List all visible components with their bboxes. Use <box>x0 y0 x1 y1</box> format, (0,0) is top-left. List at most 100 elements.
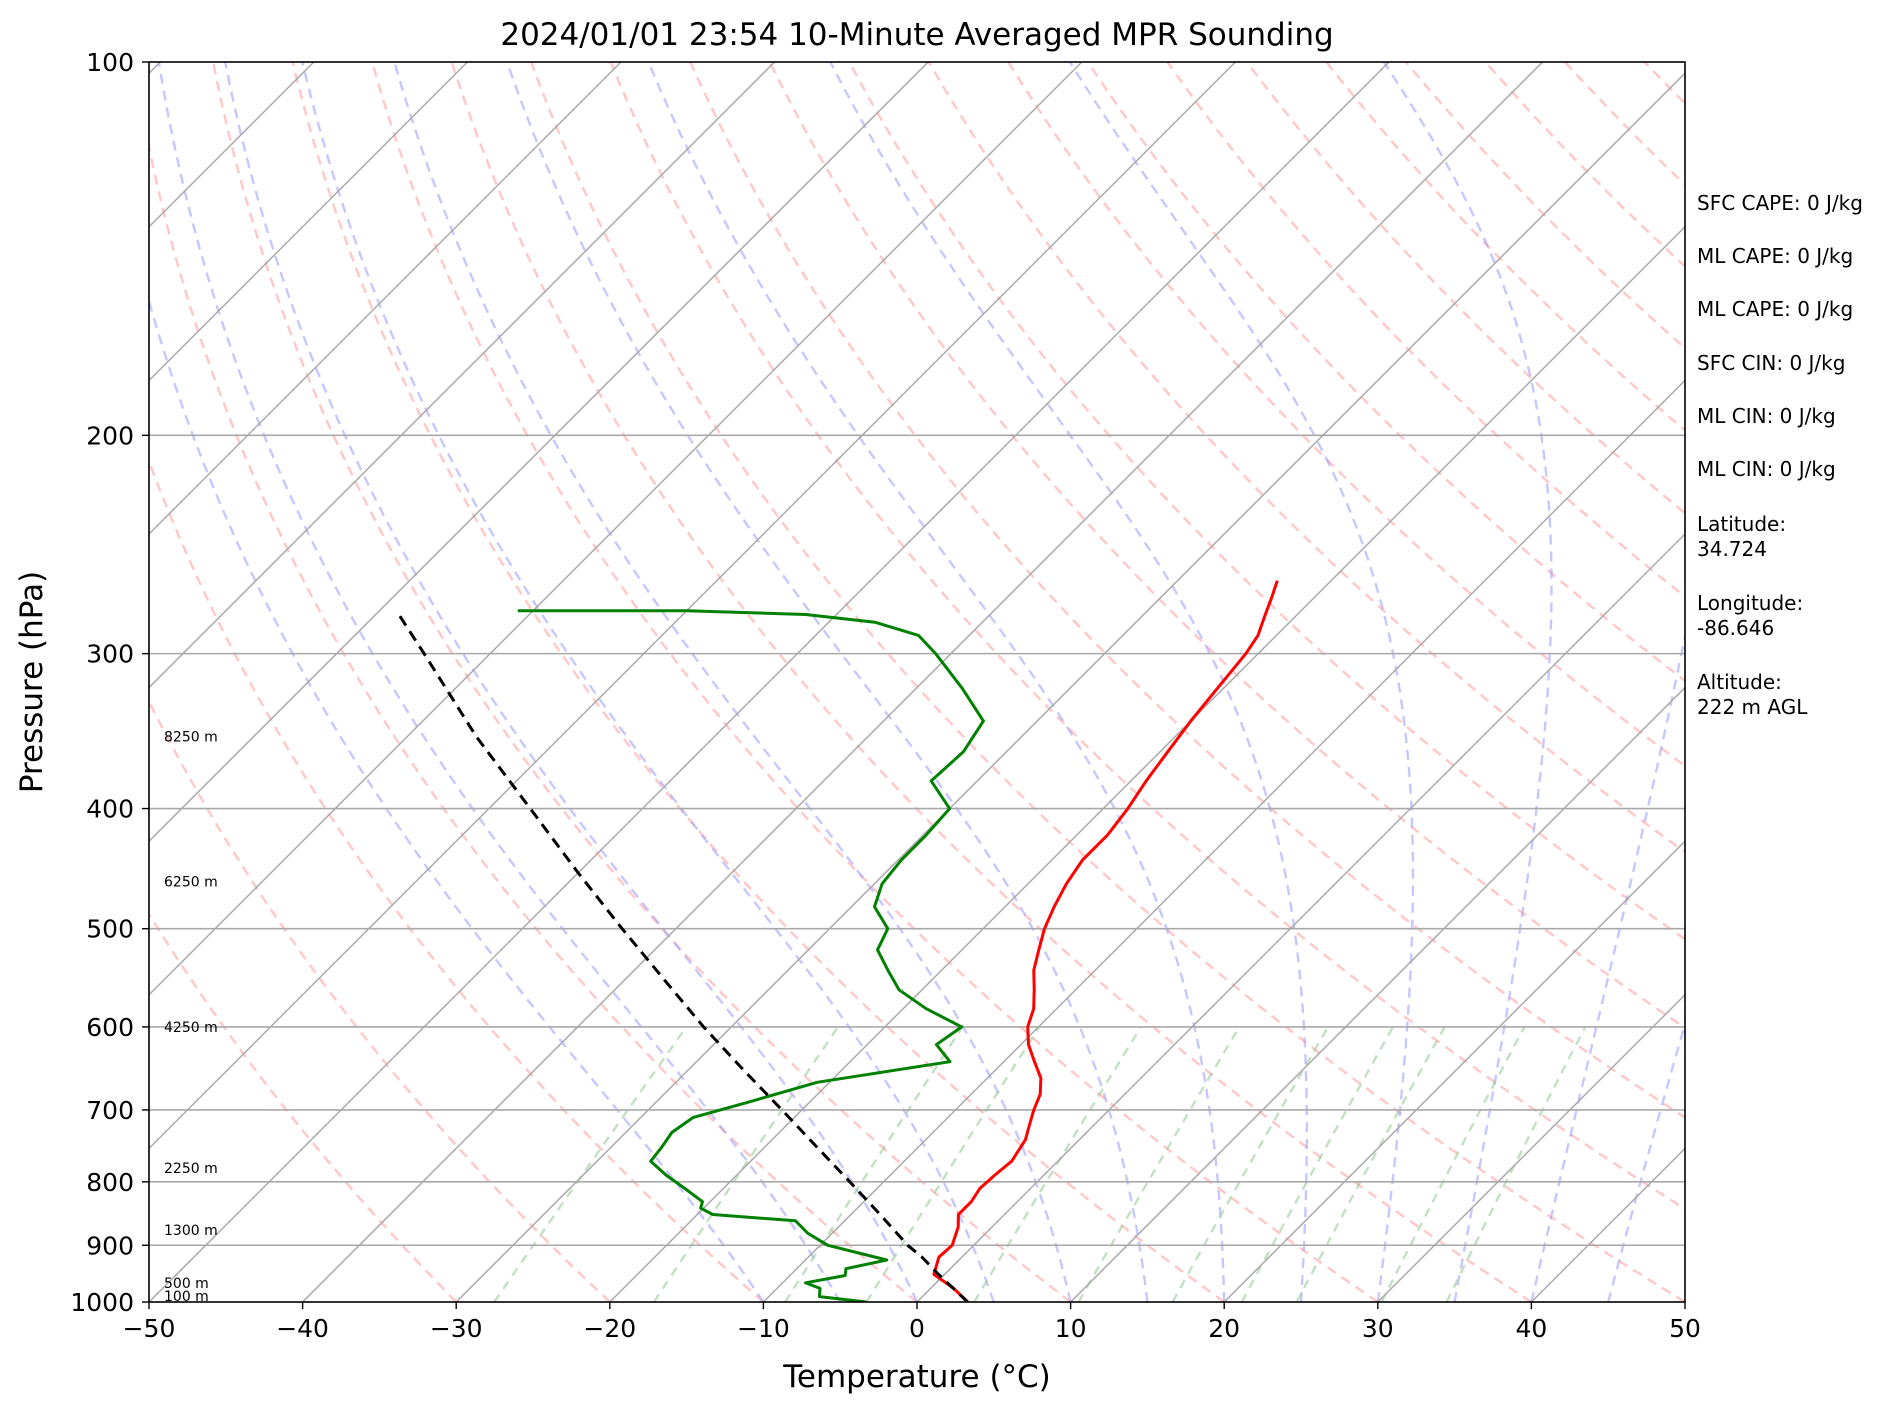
isotherm-line <box>149 62 468 382</box>
moist-adiabat-line <box>301 62 995 1302</box>
dry-adiabat-line <box>149 458 765 1302</box>
y-tick-label: 600 <box>86 1013 134 1042</box>
x-tick-label: −40 <box>276 1314 329 1343</box>
x-axis-ticks: −50 −40 −30 −20 −10 0 10 20 30 40 50 <box>123 1302 1701 1343</box>
y-axis-ticks: 100 200 300 400 500 600 700 800 900 1000 <box>70 48 149 1317</box>
dewpoint-line <box>517 609 985 1302</box>
moist-adiabat-line <box>393 62 1072 1302</box>
x-tick-label: −20 <box>583 1314 636 1343</box>
data-series <box>395 580 1279 1302</box>
dry-adiabat-line <box>450 62 1533 1302</box>
x-tick-label: 30 <box>1362 1314 1394 1343</box>
dry-adiabat-line <box>1325 62 1685 432</box>
dry-adiabat-line <box>530 62 1685 1302</box>
mixing-ratio-line <box>784 1026 964 1302</box>
y-axis-title: Pressure (hPa) <box>14 571 50 793</box>
dry-adiabat-line <box>149 911 458 1302</box>
stats-panel: SFC CAPE: 0 J/kg ML CAPE: 0 J/kg ML CAPE… <box>1697 191 1863 719</box>
dry-adiabat-line <box>689 62 1685 1119</box>
pressure-gridlines <box>149 434 1685 1247</box>
mixing-ratio-line <box>1295 1026 1446 1302</box>
isotherm-line <box>302 62 1544 1302</box>
dry-adiabat-line <box>291 62 1225 1302</box>
isotherm-line <box>1223 840 1685 1302</box>
height-label: 500 m <box>164 1276 209 1292</box>
longitude-label: Longitude: <box>1697 591 1803 615</box>
temperature-line <box>932 580 1279 1302</box>
moist-adiabat-line <box>224 62 919 1302</box>
dry-adiabat-line <box>149 141 918 1302</box>
altitude-label: Altitude: <box>1697 670 1782 694</box>
x-tick-label: −30 <box>430 1314 483 1343</box>
y-tick-label: 900 <box>86 1231 134 1260</box>
height-label: 4250 m <box>164 1020 218 1036</box>
dry-adiabat-line <box>768 62 1685 1030</box>
y-tick-label: 400 <box>86 795 134 824</box>
height-label: 8250 m <box>164 730 218 746</box>
isotherm-line <box>762 379 1685 1302</box>
y-tick-label: 1000 <box>70 1288 134 1317</box>
ml-cin-text-2: ML CIN: 0 J/kg <box>1697 457 1836 481</box>
isotherm-line <box>916 532 1685 1302</box>
dry-adiabat-line <box>371 62 1379 1302</box>
ml-cape-text: ML CAPE: 0 J/kg <box>1697 244 1853 268</box>
moist-adiabat-line <box>1530 629 1685 1302</box>
y-tick-label: 100 <box>86 48 134 77</box>
dry-adiabat-line <box>1245 62 1685 515</box>
isotherm-line <box>149 62 1236 1150</box>
sfc-cin-text: SFC CIN: 0 J/kg <box>1697 351 1845 375</box>
chart-title: 2024/01/01 23:54 10-Minute Averaged MPR … <box>500 17 1333 53</box>
isotherm-line <box>149 62 622 536</box>
isotherm-line <box>149 62 929 843</box>
x-tick-label: 10 <box>1055 1314 1087 1343</box>
dry-adiabat-line <box>211 62 1072 1302</box>
height-label: 2250 m <box>164 1161 218 1177</box>
x-axis-title: Temperature (°C) <box>782 1359 1051 1395</box>
ml-cape-text-2: ML CAPE: 0 J/kg <box>1697 297 1853 321</box>
y-tick-label: 700 <box>86 1096 134 1125</box>
mixing-ratio-line <box>493 1026 688 1302</box>
sfc-cape-text: SFC CAPE: 0 J/kg <box>1697 191 1863 215</box>
y-tick-label: 300 <box>86 640 134 669</box>
isotherm-line <box>1377 993 1685 1302</box>
mixing-ratio-line <box>1380 1026 1526 1302</box>
isotherm-line <box>149 62 1083 996</box>
isotherm-line <box>455 72 1685 1302</box>
mixing-ratio-line <box>973 1026 1143 1302</box>
mixing-ratio-line <box>652 1026 839 1302</box>
moist-adiabat-line <box>1382 62 1553 1302</box>
dry-adiabat-line <box>609 62 1685 1211</box>
height-label: 6250 m <box>164 874 218 890</box>
parcel-line <box>395 609 969 1302</box>
height-label: 100 m <box>164 1289 209 1305</box>
mixing-ratio-line <box>1077 1026 1241 1302</box>
mixing-ratio-line <box>1240 1026 1395 1302</box>
mixing-ratio-line <box>1171 1026 1330 1302</box>
x-tick-label: 50 <box>1669 1314 1701 1343</box>
ml-cin-text: ML CIN: 0 J/kg <box>1697 404 1836 428</box>
x-tick-label: 20 <box>1208 1314 1240 1343</box>
plot-area <box>149 62 1685 1302</box>
isotherm-line <box>609 225 1685 1302</box>
moist-adiabat-line <box>647 62 1226 1302</box>
height-label: 1300 m <box>164 1223 218 1239</box>
moist-adiabat-line <box>1068 62 1415 1302</box>
moist-adiabat-line <box>157 62 842 1302</box>
x-tick-label: 0 <box>909 1314 925 1343</box>
isotherm-line <box>149 62 776 689</box>
y-tick-label: 200 <box>86 421 134 450</box>
longitude-value: -86.646 <box>1697 616 1774 640</box>
y-tick-label: 800 <box>86 1168 134 1197</box>
mixing-ratio-line <box>865 1026 1041 1302</box>
x-tick-label: −10 <box>737 1314 790 1343</box>
moist-adiabat-line <box>505 62 1149 1302</box>
x-tick-label: 40 <box>1515 1314 1547 1343</box>
y-tick-label: 500 <box>86 915 134 944</box>
isotherm-line <box>149 62 1390 1302</box>
latitude-value: 34.724 <box>1697 537 1767 561</box>
mixing-ratio-line <box>1445 1026 1587 1302</box>
isotherm-line <box>1070 686 1685 1302</box>
